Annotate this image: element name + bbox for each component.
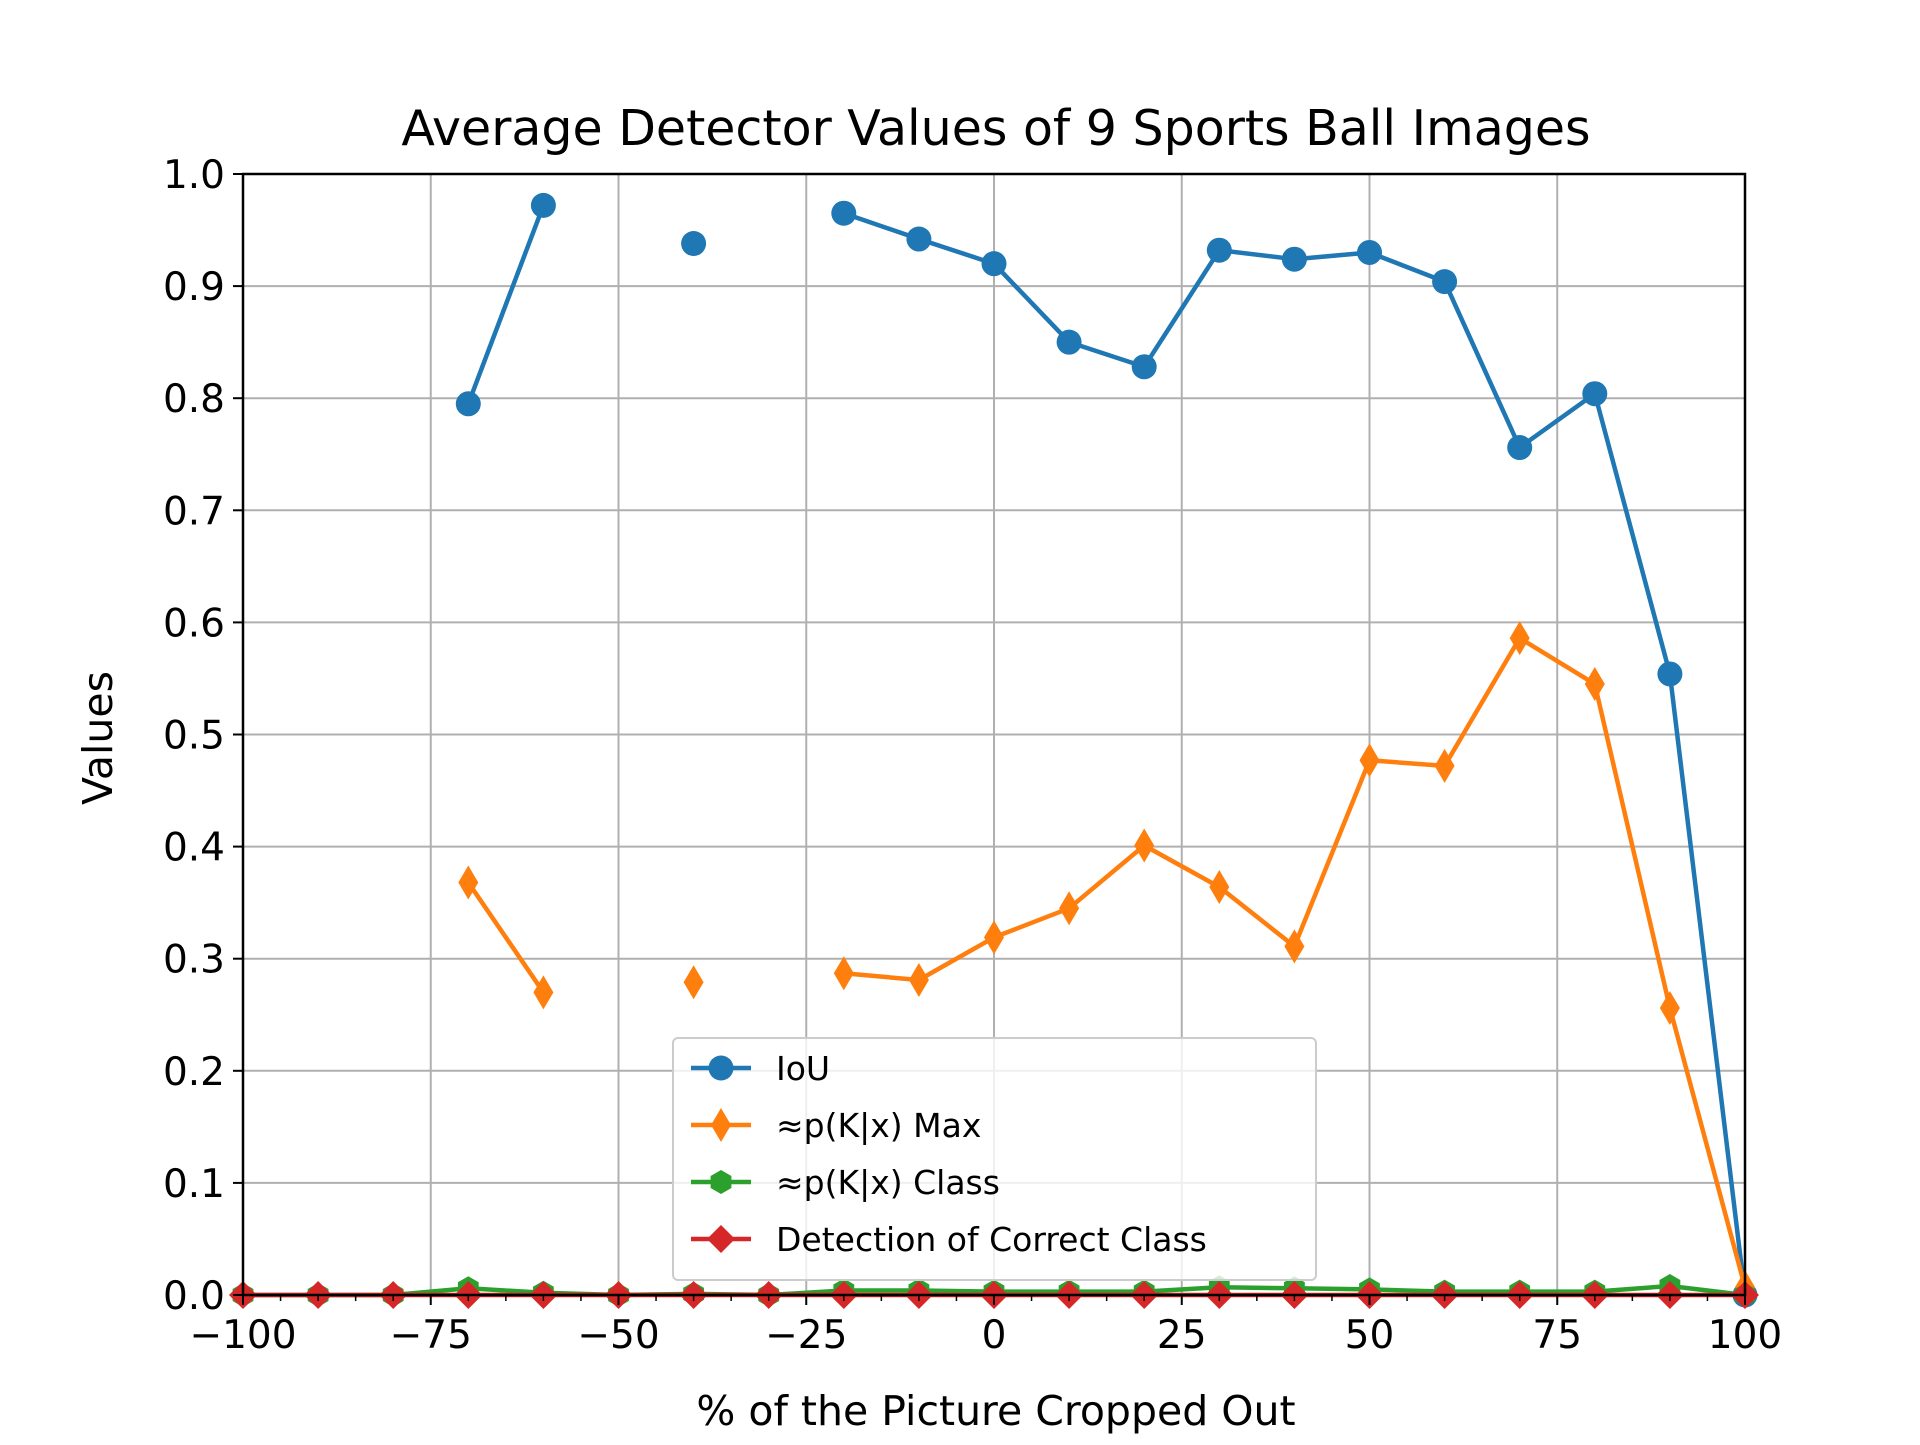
- legend-marker: [711, 1108, 731, 1142]
- data-point: [1434, 748, 1455, 783]
- series-line: [466, 204, 546, 405]
- legend-marker: [708, 1055, 734, 1081]
- data-point: [984, 920, 1004, 955]
- series-line: [466, 881, 546, 994]
- x-tick-label: 75: [1532, 1313, 1582, 1358]
- data-point: [1509, 621, 1530, 656]
- legend-label: ≈p(K|x) Max: [776, 1106, 981, 1145]
- y-tick-label: 0.8: [163, 377, 225, 422]
- y-tick-label: 0.3: [163, 938, 225, 983]
- data-point: [533, 975, 554, 1010]
- y-tick-label: 0.1: [163, 1162, 225, 1207]
- data-point: [1284, 929, 1305, 964]
- y-tick-label: 0.2: [163, 1050, 225, 1095]
- y-tick-label: 0.9: [163, 265, 225, 310]
- x-tick-label: 100: [1708, 1313, 1782, 1358]
- legend: IoU ≈p(K|x) Max ≈p(K|x) Class Detection of …: [672, 1037, 1317, 1281]
- data-point: [981, 251, 1007, 277]
- ticks: −100 −75 −50 −25 0 25 50 75 100 0.0 0.1 0.2 0.3 0.4 0.…: [163, 153, 1782, 1358]
- x-tick-label: −100: [189, 1313, 296, 1358]
- data-point: [1281, 246, 1307, 272]
- data-point: [1131, 354, 1157, 380]
- legend-label: ≈p(K|x) Class: [776, 1163, 1000, 1202]
- data-point: [1059, 891, 1080, 926]
- series-p-k-x-max: [458, 621, 1755, 1305]
- x-tick-label: 50: [1345, 1313, 1395, 1358]
- legend-box: [672, 1037, 1317, 1281]
- x-axis-label: % of the Picture Cropped Out: [696, 1387, 1295, 1435]
- data-point: [1659, 991, 1680, 1026]
- data-point: [458, 865, 479, 900]
- y-axis-label: Values: [74, 671, 122, 805]
- y-tick-label: 1.0: [163, 153, 225, 198]
- data-point: [1582, 381, 1608, 407]
- data-point: [530, 192, 556, 218]
- data-point: [1657, 661, 1683, 687]
- y-tick-label: 0.4: [163, 826, 225, 871]
- data-point: [908, 962, 929, 997]
- x-tick-label: 0: [982, 1313, 1007, 1358]
- data-point: [833, 956, 854, 991]
- chart-title: Average Detector Values of 9 Sports Ball…: [401, 100, 1590, 157]
- y-tick-label: 0.0: [163, 1274, 225, 1319]
- legend-marker: [707, 1225, 735, 1253]
- data-point: [1507, 435, 1533, 461]
- y-tick-label: 0.5: [163, 714, 225, 759]
- y-tick-label: 0.6: [163, 601, 225, 646]
- x-tick-label: −50: [577, 1313, 659, 1358]
- legend-label: IoU: [776, 1049, 830, 1088]
- data-point: [1134, 828, 1155, 863]
- x-tick-label: 25: [1157, 1313, 1207, 1358]
- legend-label: Detection of Correct Class: [776, 1220, 1207, 1259]
- data-point: [455, 391, 481, 417]
- data-point: [1206, 237, 1232, 263]
- data-point: [1359, 743, 1380, 778]
- data-point: [1056, 329, 1082, 355]
- data-point: [1357, 239, 1382, 265]
- data-point: [683, 965, 704, 1000]
- data-point: [1432, 269, 1458, 295]
- data-point: [1209, 869, 1230, 904]
- legend-marker: [710, 1170, 732, 1194]
- data-point: [906, 226, 932, 252]
- x-tick-label: −75: [390, 1313, 472, 1358]
- data-point: [1584, 667, 1605, 702]
- data-point: [831, 200, 857, 226]
- y-tick-label: 0.7: [163, 489, 225, 534]
- x-tick-label: −25: [765, 1313, 847, 1358]
- data-point: [681, 231, 707, 257]
